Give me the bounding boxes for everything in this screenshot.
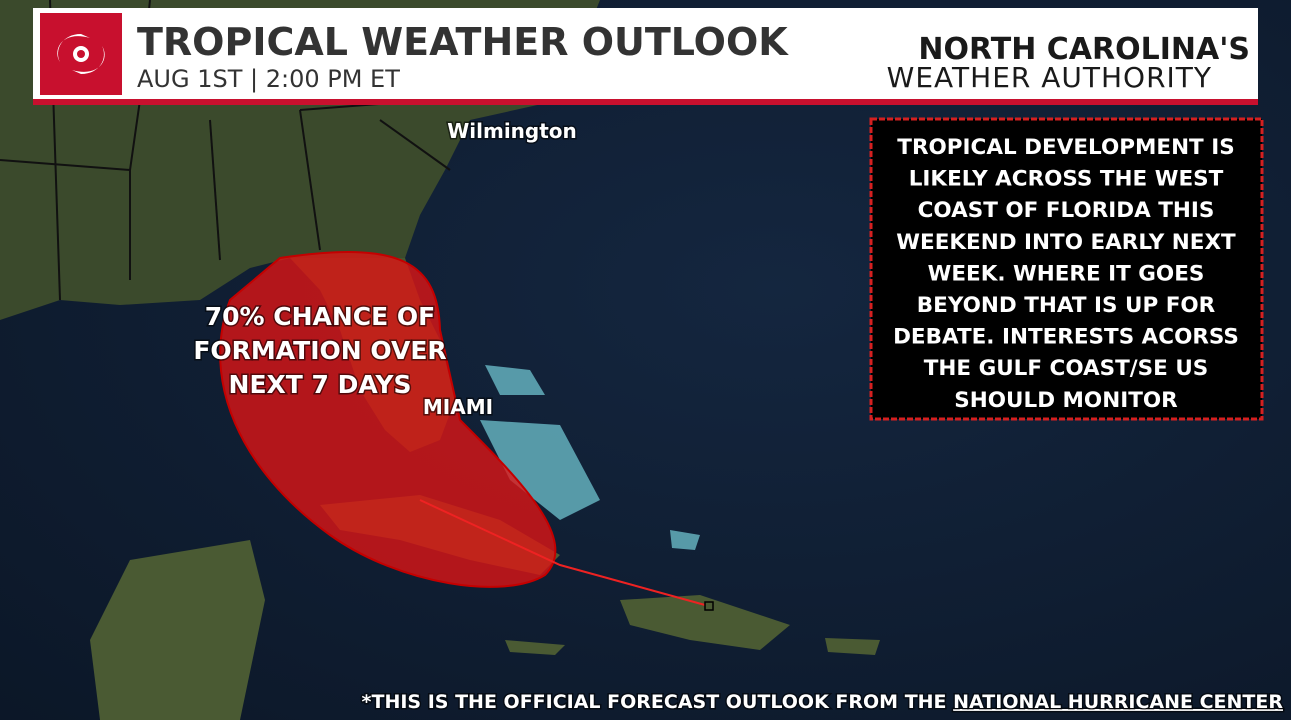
info-line: BEYOND THAT IS UP FOR bbox=[917, 293, 1216, 318]
disturbance-marker bbox=[704, 601, 714, 611]
info-line: TROPICAL DEVELOPMENT IS bbox=[897, 135, 1234, 160]
info-line: WEEK. WHERE IT GOES bbox=[928, 261, 1205, 286]
disturbance-track bbox=[419, 499, 706, 606]
info-text: TROPICAL DEVELOPMENT IS LIKELY ACROSS THE… bbox=[893, 135, 1239, 413]
info-line: DEBATE. INTERESTS ACORSS bbox=[893, 325, 1239, 350]
footer: *THIS IS THE OFFICIAL FORECAST OUTLOOK F… bbox=[362, 691, 1284, 713]
info-line: WEEKEND INTO EARLY NEXT bbox=[896, 230, 1236, 255]
title: TROPICAL WEATHER OUTLOOK bbox=[137, 20, 789, 64]
yucatan bbox=[90, 540, 265, 720]
brand-line1: NORTH CAROLINA'S bbox=[918, 32, 1250, 67]
outlook-line: 70% CHANCE OF bbox=[205, 302, 436, 331]
info-line: COAST OF FLORIDA THIS bbox=[918, 198, 1215, 223]
brand-line2: WEATHER AUTHORITY bbox=[887, 61, 1212, 94]
info-box bbox=[869, 117, 1264, 421]
subtitle: AUG 1ST | 2:00 PM ET bbox=[137, 65, 400, 93]
outlook-label: 70% CHANCE OF FORMATION OVER NEXT 7 DAYS bbox=[192, 301, 448, 401]
outlook-line: NEXT 7 DAYS bbox=[229, 370, 412, 399]
info-line: THE GULF COAST/SE US bbox=[924, 356, 1209, 381]
header-bar bbox=[33, 8, 1258, 102]
hispaniola bbox=[620, 595, 790, 650]
city-label: MIAMI bbox=[423, 395, 493, 419]
outlook-line: FORMATION OVER bbox=[193, 336, 446, 365]
bahamas bbox=[480, 365, 700, 550]
info-line: LIKELY ACROSS THE WEST bbox=[909, 167, 1224, 192]
info-line: SHOULD MONITOR bbox=[954, 388, 1178, 413]
footer-link: NATIONAL HURRICANE CENTER bbox=[953, 691, 1283, 713]
city-label: Wilmington bbox=[447, 119, 577, 143]
jamaica bbox=[505, 640, 565, 655]
hurricane-eye-center bbox=[77, 50, 85, 58]
puerto-rico bbox=[825, 638, 880, 655]
formation-area bbox=[219, 251, 557, 588]
footer-text: *THIS IS THE OFFICIAL FORECAST OUTLOOK F… bbox=[362, 691, 954, 713]
header-underline bbox=[33, 99, 1258, 105]
